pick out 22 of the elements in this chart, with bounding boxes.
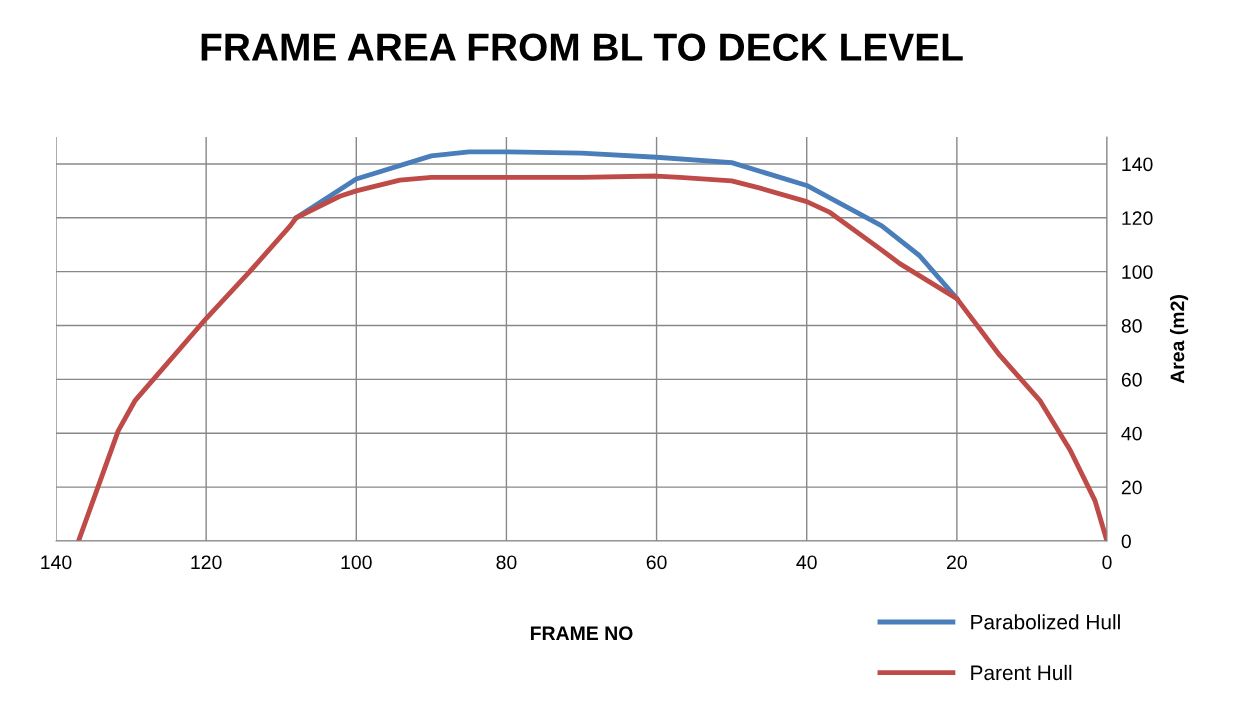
x-tick-label: 60 bbox=[646, 555, 667, 570]
legend-label: Parent Hull bbox=[971, 664, 1072, 681]
x-tick-label: 0 bbox=[1102, 555, 1112, 570]
x-tick-label: 40 bbox=[796, 555, 817, 570]
x-tick-label: 120 bbox=[191, 555, 222, 570]
x-tick-label: 20 bbox=[947, 555, 967, 570]
x-tick-label: 140 bbox=[41, 555, 72, 570]
y-tick-label: 100 bbox=[1122, 265, 1153, 279]
line-series bbox=[76, 173, 1107, 541]
y-tick-label: 120 bbox=[1122, 211, 1153, 226]
legend-label: Parabolized Hull bbox=[971, 614, 1120, 630]
y-tick-label: 0 bbox=[1121, 534, 1131, 549]
x-axis-title: FRAME NO bbox=[530, 626, 633, 641]
x-tick-label: 80 bbox=[496, 555, 517, 570]
y-tick-label: 20 bbox=[1121, 480, 1142, 495]
x-tick-label: 100 bbox=[341, 555, 372, 570]
y-tick-label: 140 bbox=[1122, 157, 1153, 172]
y-tick-label: 60 bbox=[1121, 372, 1142, 387]
y-tick-label: 80 bbox=[1121, 319, 1142, 333]
chart-title: FRAME AREA FROM BL TO DECK LEVEL bbox=[201, 33, 963, 61]
y-tick-label: 40 bbox=[1121, 426, 1142, 441]
y-axis-title: Area (m2) bbox=[1169, 295, 1189, 384]
